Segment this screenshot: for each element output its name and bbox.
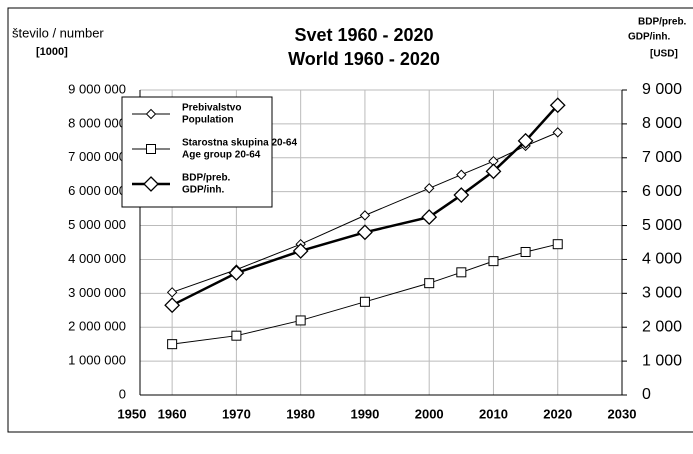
y2-tick-label: 3 000 xyxy=(642,285,682,302)
x-tick-label: 1990 xyxy=(350,406,379,421)
marker xyxy=(231,330,242,341)
y-tick-label: 1 000 000 xyxy=(68,353,126,368)
chart-frame xyxy=(7,7,693,433)
marker xyxy=(552,239,563,250)
x-tick-label: 2010 xyxy=(479,406,508,421)
marker xyxy=(228,265,245,281)
marker xyxy=(485,163,502,180)
marker xyxy=(488,256,499,267)
y2-axis-label: BDP/preb. xyxy=(638,17,687,28)
y-axis-label: število / number xyxy=(12,25,104,40)
y2-tick-label: 2 000 xyxy=(642,318,682,335)
marker xyxy=(164,297,181,314)
legend-label: Age group 20-64 xyxy=(182,150,261,161)
y-tick-label: 9 000 000 xyxy=(68,81,126,96)
marker xyxy=(549,97,566,114)
y2-tick-label: 7 000 xyxy=(642,149,682,166)
y2-tick-label: 9 000 xyxy=(642,81,682,98)
y-tick-label: 3 000 000 xyxy=(68,285,126,300)
y2-axis-label: GDP/inh. xyxy=(628,32,670,43)
legend-label: Population xyxy=(182,115,234,126)
marker xyxy=(424,278,435,289)
marker xyxy=(145,108,157,120)
marker xyxy=(143,176,159,192)
y2-tick-label: 6 000 xyxy=(642,183,682,200)
legend-label: GDP/inh. xyxy=(182,185,224,196)
y2-tick-label: 5 000 xyxy=(642,217,682,234)
marker xyxy=(292,243,309,259)
legend-label: Prebivalstvo xyxy=(182,103,241,114)
marker xyxy=(456,169,467,180)
y2-axis-label: [USD] xyxy=(650,49,678,60)
x-tick-label: 1980 xyxy=(286,406,315,421)
marker xyxy=(456,267,467,278)
marker xyxy=(167,339,178,350)
x-tick-label: 1950 xyxy=(117,406,146,421)
marker xyxy=(517,132,534,149)
x-tick-label: 2000 xyxy=(415,406,444,421)
y2-tick-label: 4 000 xyxy=(642,251,682,268)
marker xyxy=(166,287,178,298)
y-tick-label: 2 000 000 xyxy=(68,319,126,334)
y2-tick-label: 0 xyxy=(642,386,651,403)
y-tick-label: 5 000 000 xyxy=(68,217,126,232)
marker xyxy=(423,183,435,194)
marker xyxy=(146,144,156,154)
x-tick-label: 2030 xyxy=(608,406,637,421)
y-tick-label: 7 000 000 xyxy=(68,149,126,164)
y-tick-label: 4 000 000 xyxy=(68,251,126,266)
x-tick-label: 2020 xyxy=(543,406,572,421)
marker xyxy=(520,246,531,257)
legend-label: BDP/preb. xyxy=(182,173,231,184)
marker xyxy=(552,127,563,138)
chart-title: World 1960 - 2020 xyxy=(288,49,440,69)
marker xyxy=(421,209,438,226)
y2-tick-label: 1 000 xyxy=(642,352,682,369)
marker xyxy=(357,224,373,241)
marker xyxy=(359,210,371,221)
y-tick-label: 0 xyxy=(119,386,126,401)
y2-tick-label: 8 000 xyxy=(642,115,682,132)
y-axis-label: [1000] xyxy=(36,46,68,58)
chart-title: Svet 1960 - 2020 xyxy=(294,25,433,45)
x-tick-label: 1970 xyxy=(222,406,251,421)
y-tick-label: 6 000 000 xyxy=(68,183,126,198)
x-tick-label: 1960 xyxy=(158,406,187,421)
marker xyxy=(359,296,370,307)
legend-label: Starostna skupina 20-64 xyxy=(182,138,297,149)
y-tick-label: 8 000 000 xyxy=(68,115,126,130)
marker xyxy=(295,315,306,326)
marker xyxy=(453,187,470,203)
